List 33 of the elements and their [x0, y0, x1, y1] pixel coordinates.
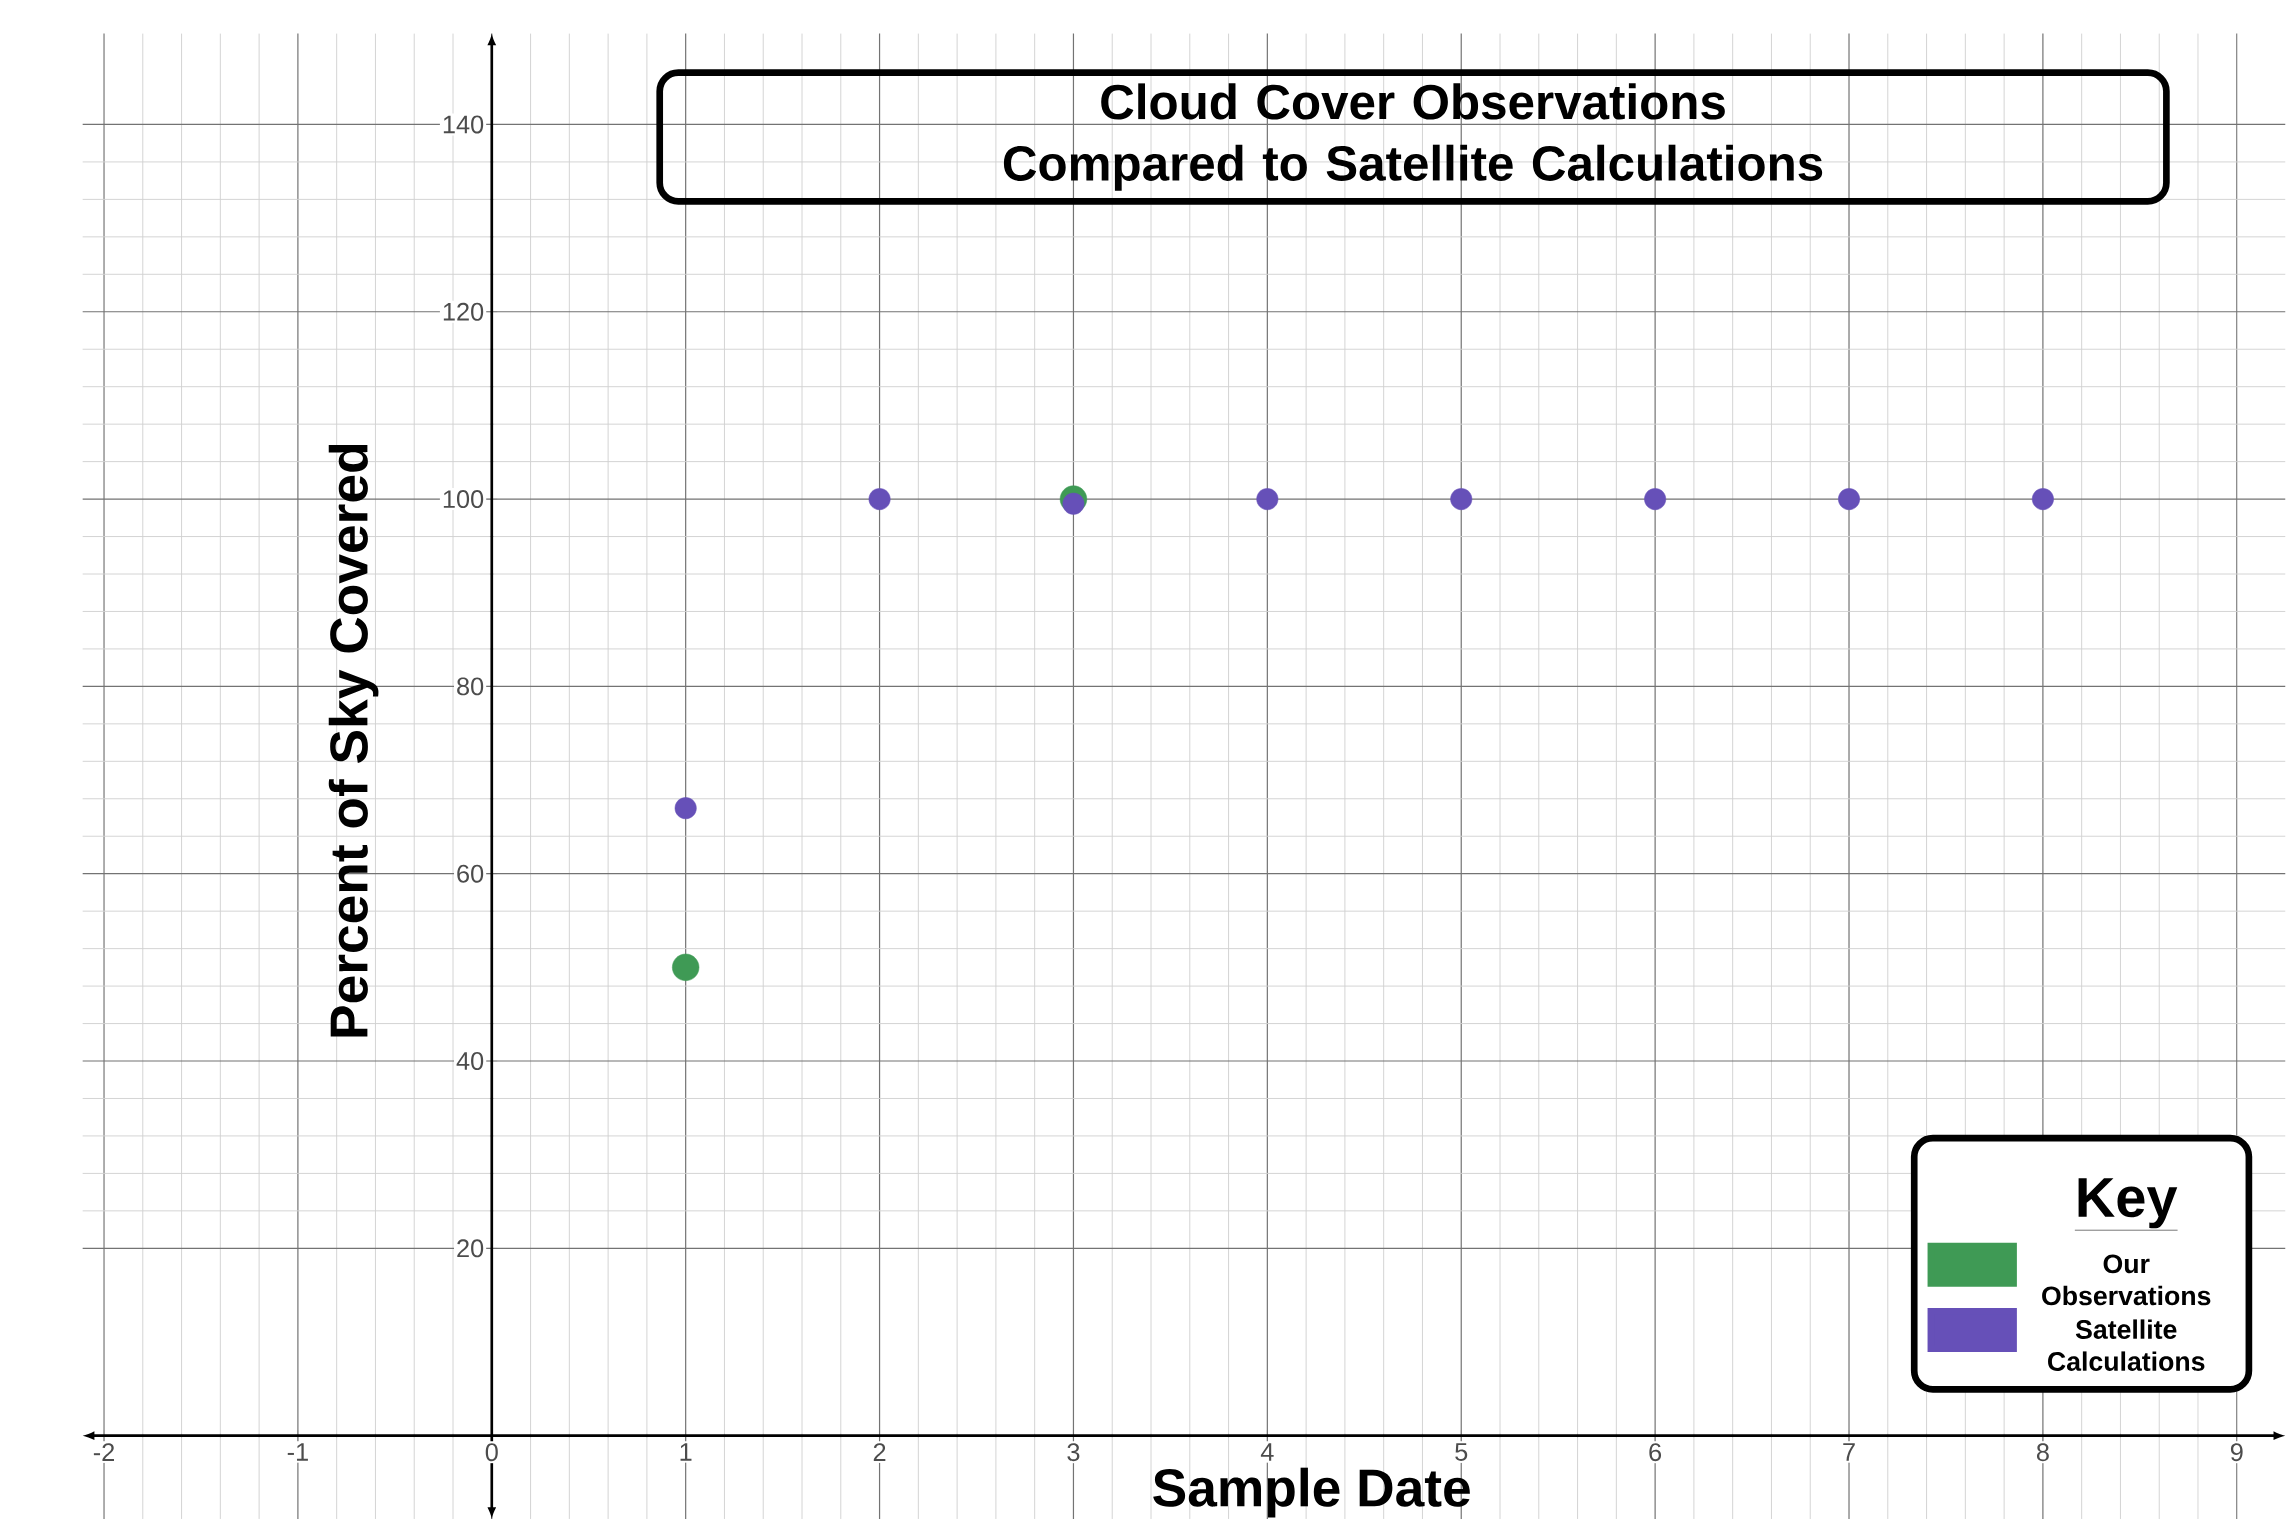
x-tick-label: -1 — [287, 1443, 308, 1461]
x-tick-label: 3 — [1067, 1443, 1080, 1462]
point — [674, 797, 697, 820]
y-axis-title: Percent of Sky Covered — [328, 444, 379, 1037]
x-tick-label: 8 — [2036, 1443, 2049, 1462]
x-tick-label: 7 — [1843, 1443, 1855, 1461]
point — [672, 953, 700, 981]
y-tick-label: 20 — [457, 1239, 484, 1258]
point — [1838, 488, 1860, 511]
point — [1256, 488, 1279, 511]
legend-title: Key — [2078, 1178, 2178, 1229]
x-tick-label: 1 — [680, 1443, 692, 1461]
y-tick-label: 140 — [443, 115, 484, 134]
x-tick-label: 6 — [1649, 1443, 1662, 1462]
x-tick-label: -2 — [93, 1443, 114, 1461]
y-tick-label: 120 — [443, 302, 484, 321]
legend-label: Satellite Calculations — [2048, 1319, 2205, 1371]
x-tick-label: 5 — [1455, 1443, 1468, 1461]
text: Our Observations — [2042, 1254, 2211, 1306]
x-axis-title: Sample Date — [1153, 1467, 1470, 1518]
point — [2031, 488, 2054, 511]
y-tick-label: 40 — [456, 1052, 484, 1070]
point — [1644, 488, 1667, 511]
x-tick-label: 9 — [2230, 1443, 2243, 1462]
x-tick-label: 4 — [1260, 1443, 1274, 1461]
y-tick-label: 100 — [443, 490, 484, 509]
y-tick-label: 60 — [457, 864, 484, 883]
x-tick-label: 2 — [873, 1443, 886, 1461]
x-tick-label: 0 — [485, 1443, 498, 1462]
point — [868, 488, 891, 511]
text: Cloud Cover Observations Compared to Satellite Calculations — [1003, 83, 1823, 191]
y-tick-label: 80 — [457, 677, 484, 696]
point — [1450, 488, 1473, 511]
